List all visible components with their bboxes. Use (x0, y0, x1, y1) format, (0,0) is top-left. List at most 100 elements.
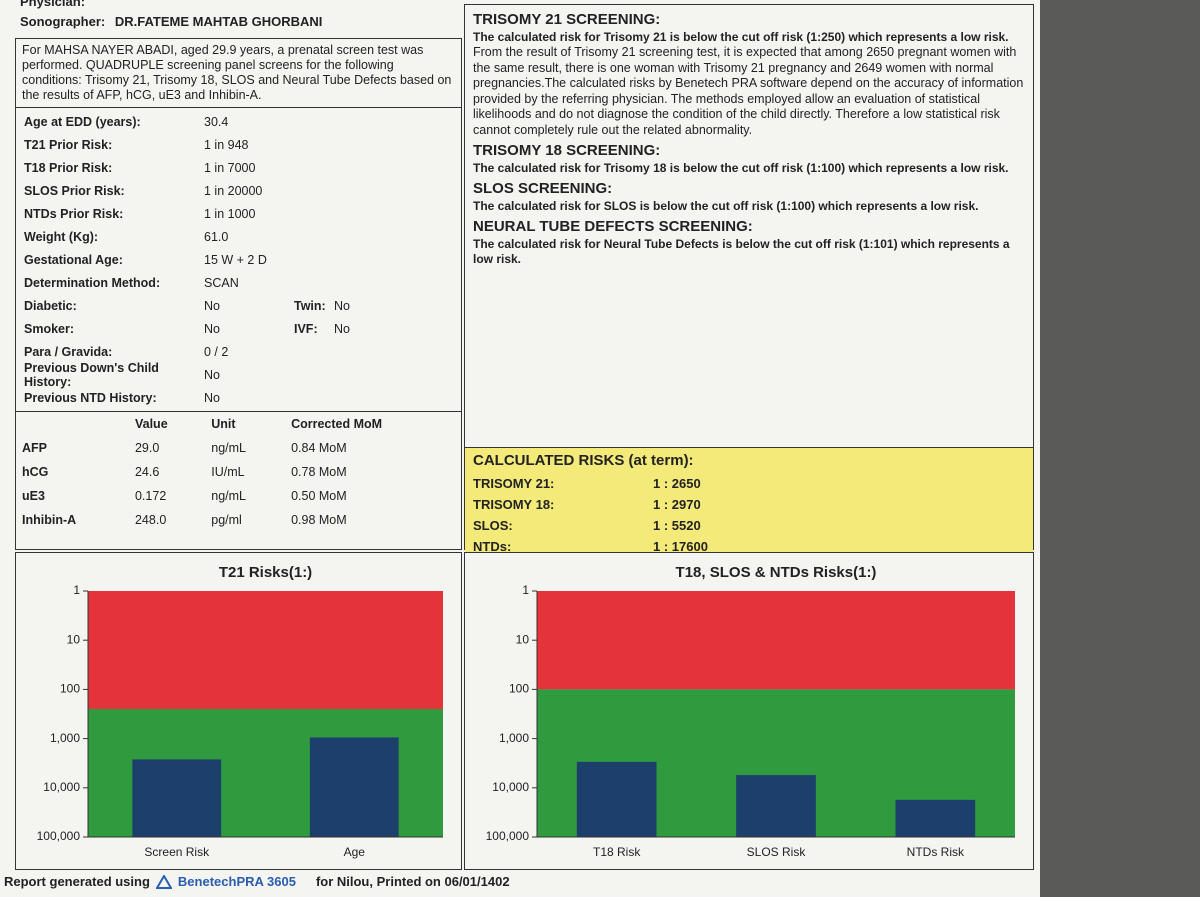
field-value: 1 in 20000 (204, 183, 263, 198)
marker-cell: 248.0 (134, 513, 167, 527)
field-row: T18 Prior Risk: 1 in 7000 (24, 156, 453, 179)
marker-cell: 0.172 (134, 489, 167, 503)
footer: Report generated using BenetechPRA 3605 … (4, 874, 510, 889)
field-value: 0 / 2 (204, 344, 229, 359)
marker-cell: 29.0 (134, 441, 160, 455)
section-summary: The calculated risk for Neural Tube Defe… (473, 237, 1010, 266)
marker-cell: 0.78 MoM (291, 465, 347, 479)
calc-value: 1 : 17600 (653, 539, 708, 554)
field-row: Age at EDD (years): 30.4 (24, 110, 453, 133)
section-title: TRISOMY 18 SCREENING: (473, 142, 661, 159)
paper: Physician: Sonographer: DR.FATEME MAHTAB… (0, 0, 1040, 897)
bar (132, 759, 222, 837)
section-summary: The calculated risk for SLOS is below th… (473, 199, 979, 213)
x-tick-label: Screen Risk (144, 845, 210, 859)
field-label: Previous NTD History: (24, 390, 157, 405)
marker-cell: 0.50 MoM (291, 489, 347, 503)
field-value: No (204, 390, 220, 405)
y-tick-label: 10 (516, 632, 530, 646)
chart-title: T18, SLOS & NTDs Risks(1:) (676, 564, 877, 581)
field-label: T18 Prior Risk: (24, 160, 113, 175)
section-body: From the result of Trisomy 21 screening … (473, 45, 1024, 137)
calc-label: TRISOMY 21: (473, 476, 555, 491)
field-value: 1 in 948 (204, 137, 249, 152)
t18-chart: T18, SLOS & NTDs Risks(1:) 1 10 100 1,000 10,… (464, 552, 1034, 870)
marker-name: uE3 (22, 489, 45, 503)
results-panel: TRISOMY 21 SCREENING: The calculated risk… (464, 4, 1034, 554)
footer-prefix: Report generated using (4, 874, 150, 889)
patient-fields: Age at EDD (years): 30.4 T21 Prior Risk: 1 … (16, 107, 461, 411)
sonographer-label: Sonographer: (20, 14, 106, 29)
marker-table: Value Unit Corrected MoM AFP 29.0 ng/mL 0.84 M… (16, 411, 461, 532)
marker-cell: pg/ml (211, 513, 242, 527)
marker-name: AFP (22, 441, 47, 455)
patient-panel: For MAHSA NAYER ABADI, aged 29.9 years, … (15, 38, 462, 550)
field-label: Previous Down's Child History: (24, 360, 159, 389)
screening-sections: TRISOMY 21 SCREENING: The calculated risk… (465, 5, 1033, 447)
y-tick-label: 100 (60, 682, 80, 696)
calc-title: CALCULATED RISKS (at term): (473, 452, 694, 469)
intro-text: For MAHSA NAYER ABADI, aged 29.9 years, … (22, 43, 452, 102)
field-value: 1 in 1000 (204, 206, 256, 221)
field-row: Previous NTD History: No (24, 386, 453, 409)
marker-row: AFP 29.0 ng/mL 0.84 MoM (16, 436, 461, 460)
chart-title: T21 Risks(1:) (219, 564, 312, 581)
field-value: No (334, 298, 350, 313)
column-header: Value (134, 417, 168, 431)
bar (895, 799, 976, 837)
y-tick-label: 1 (73, 583, 80, 597)
calc-value: 1 : 2970 (653, 497, 701, 512)
marker-cell: 0.98 MoM (291, 513, 347, 527)
bar (576, 761, 657, 837)
marker-cell: 24.6 (134, 465, 160, 479)
x-tick-label: SLOS Risk (747, 845, 807, 859)
field-row: Smoker: No IVF: No (24, 317, 453, 340)
high-risk-zone (88, 591, 443, 709)
calc-row: SLOS: 1 : 5520 (473, 515, 1025, 536)
sonographer-line: Sonographer: DR.FATEME MAHTAB GHORBANI (20, 14, 460, 29)
y-tick-label: 10 (67, 632, 81, 646)
y-tick-label: 100,000 (37, 829, 81, 843)
field-label: Diabetic: (24, 298, 77, 313)
field-label: Determination Method: (24, 275, 161, 290)
field-label: Smoker: (24, 321, 75, 336)
field-label: Para / Gravida: (24, 344, 113, 359)
section-title: SLOS SCREENING: (473, 180, 613, 197)
section-title: NEURAL TUBE DEFECTS SCREENING: (473, 218, 753, 235)
marker-name: hCG (22, 465, 49, 479)
y-tick-label: 10,000 (43, 780, 80, 794)
physician-label: Physician: (20, 0, 86, 9)
calc-label: SLOS: (473, 518, 513, 533)
corner-cell (16, 412, 129, 436)
footer-brand: BenetechPRA 3605 (177, 874, 296, 889)
bar (309, 737, 399, 837)
marker-cell: 0.84 MoM (291, 441, 347, 455)
marker-name: Inhibin-A (22, 513, 77, 527)
y-tick-label: 1,000 (499, 731, 529, 745)
field-label: Weight (Kg): (24, 229, 99, 244)
x-tick-label: Age (344, 845, 366, 859)
calc-row: TRISOMY 18: 1 : 2970 (473, 494, 1025, 515)
field-value: No (204, 367, 220, 382)
marker-row: hCG 24.6 IU/mL 0.78 MoM (16, 460, 461, 484)
y-tick-label: 100 (509, 682, 529, 696)
field-label: T21 Prior Risk: (24, 137, 113, 152)
column-header: Unit (211, 417, 236, 431)
field-value: 30.4 (204, 114, 229, 129)
column-header: Corrected MoM (291, 417, 383, 431)
marker-cell: IU/mL (211, 465, 245, 479)
x-tick-label: T18 Risk (593, 845, 641, 859)
calc-row: TRISOMY 21: 1 : 2650 (473, 473, 1025, 494)
field-value: No (204, 321, 220, 336)
field-label: Gestational Age: (24, 252, 123, 267)
calc-value: 1 : 2650 (653, 476, 701, 491)
section-title: TRISOMY 21 SCREENING: (473, 11, 661, 28)
markers: Value Unit Corrected MoM AFP 29.0 ng/mL 0.84 M… (16, 412, 461, 532)
field-row: NTDs Prior Risk: 1 in 1000 (24, 202, 453, 225)
calc-label: TRISOMY 18: (473, 497, 555, 512)
field-row: Weight (Kg): 61.0 (24, 225, 453, 248)
header-row: Value Unit Corrected MoM (16, 412, 461, 436)
sonographer-name: DR.FATEME MAHTAB GHORBANI (114, 14, 323, 29)
field-label: Twin: (294, 298, 326, 313)
